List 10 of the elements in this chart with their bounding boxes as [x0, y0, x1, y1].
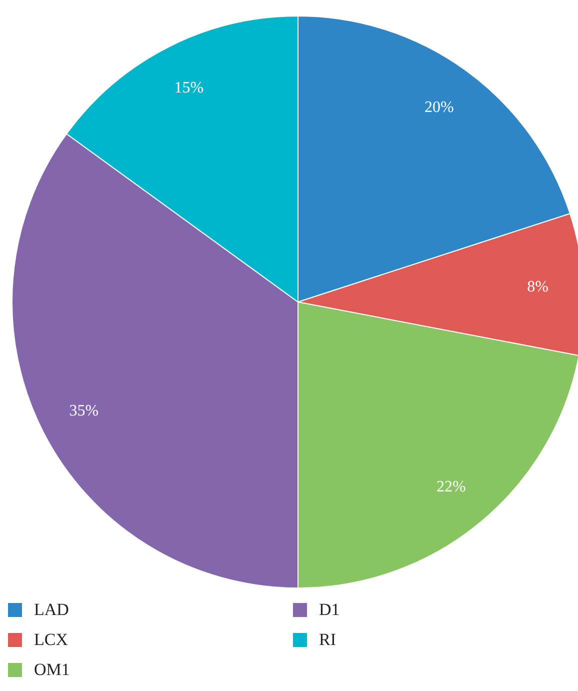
data-label: 35%: [69, 402, 99, 420]
data-label: 15%: [174, 79, 204, 96]
legend-label: LCX: [34, 630, 68, 650]
legend-label: D1: [319, 600, 340, 620]
data-label: 20%: [424, 99, 454, 116]
legend-label: LAD: [34, 600, 69, 620]
data-label: 22%: [436, 478, 466, 496]
legend-label: OM1: [34, 660, 70, 680]
data-label: 8%: [527, 278, 548, 296]
legend-label: RI: [319, 630, 336, 650]
